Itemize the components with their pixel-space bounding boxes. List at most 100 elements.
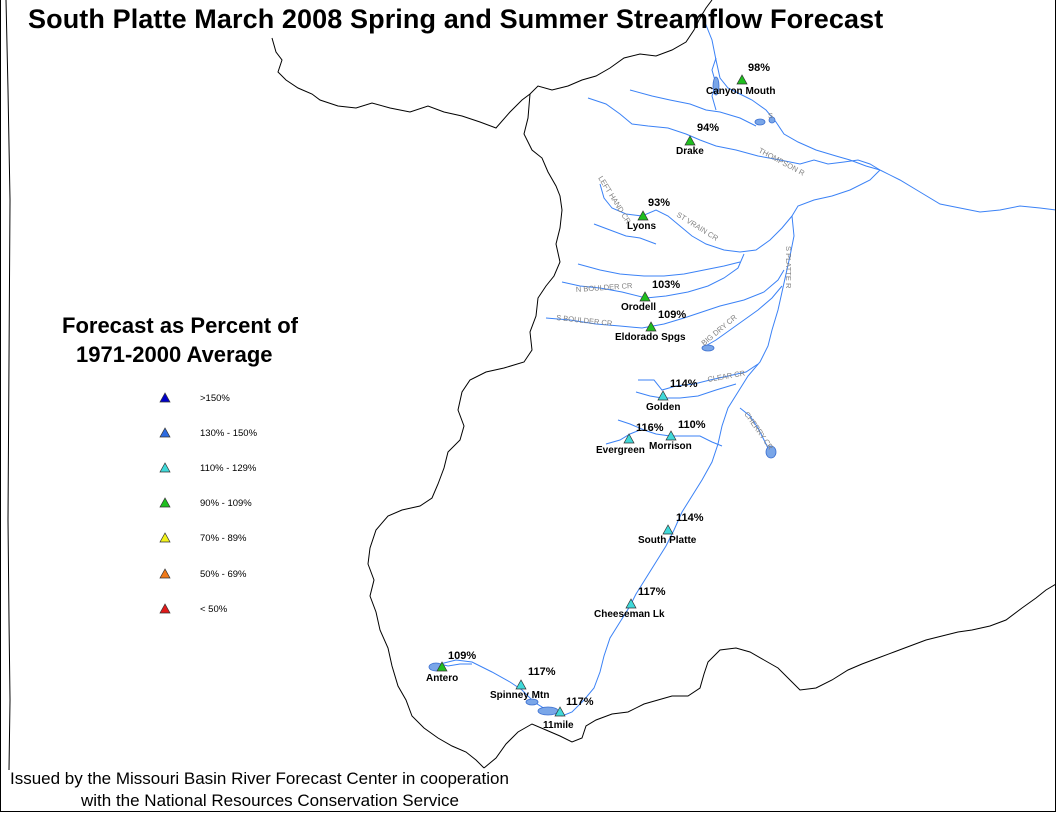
- station-lyons[interactable]: 93% Lyons: [627, 197, 670, 232]
- station-pct-south-platte: 114%: [676, 512, 704, 524]
- station-marker-antero: [436, 661, 448, 672]
- legend-title-line1: Forecast as Percent of: [62, 313, 298, 338]
- station-name-south-platte: South Platte: [638, 535, 697, 546]
- station-golden[interactable]: 114% Golden: [646, 378, 698, 413]
- legend-triangle-icon: [159, 497, 171, 508]
- station-pct-antero: 109%: [448, 650, 476, 662]
- legend-triangle-icon: [159, 603, 171, 614]
- legend-triangle-icon: [159, 532, 171, 543]
- station-canyon-mouth[interactable]: 98% Canyon Mouth: [706, 62, 775, 97]
- reservoir-horsetooth: [712, 76, 720, 96]
- n-boulder-creek: [561, 253, 745, 299]
- issuer-note: Issued by the Missouri Basin River Forec…: [10, 768, 509, 812]
- forecast-stations: 98% Canyon Mouth 94% Drake 93% Lyons 103…: [426, 62, 775, 731]
- station-spinney-mtn[interactable]: 117% Spinney Mtn: [490, 666, 556, 701]
- station-pct-cheeseman-lk: 117%: [638, 586, 666, 598]
- station-name-canyon-mouth: Canyon Mouth: [706, 86, 775, 97]
- s-boulder-creek: [545, 269, 785, 329]
- station-11mile[interactable]: 117% 11mile: [543, 696, 594, 731]
- station-pct-lyons: 93%: [648, 197, 670, 209]
- station-marker-11mile: [554, 706, 566, 717]
- clear-creek: [638, 363, 759, 391]
- legend-label: 50% - 69%: [200, 568, 247, 580]
- legend-triangle-icon: [159, 392, 171, 403]
- cache-la-poudre-river: [703, 19, 881, 171]
- station-marker-spinney-mtn: [515, 679, 527, 690]
- legend-triangle-icon: [159, 462, 171, 473]
- map-title: South Platte March 2008 Spring and Summe…: [28, 4, 884, 34]
- station-marker-golden: [657, 390, 669, 401]
- basin-west-divide: [367, 93, 563, 769]
- thompson-north-fork: [629, 89, 757, 127]
- station-marker-orodell: [639, 291, 651, 302]
- legend-label: 70% - 89%: [200, 532, 247, 544]
- legend-item-130-150: 130% - 150%: [158, 425, 257, 441]
- station-name-orodell: Orodell: [621, 302, 656, 313]
- station-name-cheeseman-lk: Cheeseman Lk: [594, 609, 665, 620]
- station-orodell[interactable]: 103% Orodell: [621, 279, 680, 313]
- legend-title: Forecast as Percent of 1971-2000 Average: [62, 311, 298, 369]
- clear-creek-upper: [635, 383, 737, 399]
- station-name-golden: Golden: [646, 402, 680, 413]
- station-south-platte[interactable]: 114% South Platte: [638, 512, 704, 546]
- station-pct-spinney-mtn: 117%: [528, 666, 556, 678]
- legend-label: 110% - 129%: [200, 462, 257, 474]
- reservoir-elevenmile: [537, 706, 559, 716]
- reservoir-spinney: [525, 698, 539, 706]
- station-eldorado-spgs[interactable]: 109% Eldorado Spgs: [615, 309, 686, 343]
- station-name-spinney-mtn: Spinney Mtn: [490, 690, 549, 701]
- station-marker-lyons: [637, 210, 649, 221]
- station-name-11mile: 11mile: [543, 720, 574, 731]
- legend-triangle-icon: [159, 427, 171, 438]
- reservoir-boyd: [754, 118, 766, 126]
- station-morrison[interactable]: 110% Morrison: [649, 419, 706, 452]
- river-label-n-boulder: N BOULDER CR: [576, 281, 634, 294]
- station-drake[interactable]: 94% Drake: [676, 122, 719, 157]
- station-marker-cheeseman-lk: [625, 598, 637, 609]
- station-marker-south-platte: [662, 524, 674, 535]
- station-pct-drake: 94%: [697, 122, 719, 134]
- station-pct-orodell: 103%: [652, 279, 680, 291]
- north-state-boundary: [271, 0, 713, 129]
- river-label-st-vrain: ST VRAIN CR: [675, 210, 720, 243]
- station-evergreen[interactable]: 116% Evergreen: [596, 422, 664, 456]
- station-antero[interactable]: 109% Antero: [426, 650, 476, 684]
- legend-item-90-109: 90% - 109%: [158, 495, 252, 511]
- legend-item-lt50: < 50%: [158, 601, 227, 617]
- west-edge-boundary: [5, 0, 11, 771]
- station-pct-golden: 114%: [670, 378, 698, 390]
- station-marker-drake: [684, 135, 696, 146]
- legend-label: >150%: [200, 392, 230, 404]
- river-label-s-boulder: S BOULDER CR: [556, 313, 613, 328]
- station-name-antero: Antero: [426, 673, 458, 684]
- legend-item-gt150: >150%: [158, 390, 230, 406]
- station-pct-morrison: 110%: [678, 419, 706, 431]
- river-label-thompson: THOMPSON R: [757, 146, 807, 178]
- station-pct-evergreen: 116%: [636, 422, 664, 434]
- station-name-lyons: Lyons: [627, 221, 657, 232]
- legend-label: 130% - 150%: [200, 427, 258, 439]
- big-dry-creek: [701, 285, 783, 349]
- boundary-lines: [5, 0, 1056, 771]
- reservoir-standley: [701, 344, 715, 352]
- issuer-note-line2: with the National Resources Conservation…: [81, 791, 459, 810]
- station-name-drake: Drake: [676, 146, 704, 157]
- legend-label: 90% - 109%: [200, 497, 252, 509]
- legend-item-70-89: 70% - 89%: [158, 530, 246, 546]
- n-boulder-upper: [577, 261, 741, 277]
- station-name-eldorado-spgs: Eldorado Spgs: [615, 332, 686, 343]
- st-vrain-creek: [599, 183, 793, 253]
- basin-south-divide: [483, 583, 1056, 769]
- station-name-evergreen: Evergreen: [596, 445, 645, 456]
- station-marker-morrison: [665, 430, 677, 441]
- station-marker-eldorado-spgs: [645, 321, 657, 332]
- bear-creek-upper: [605, 429, 641, 445]
- station-cheeseman-lk[interactable]: 117% Cheeseman Lk: [594, 586, 666, 620]
- river-label-clear: CLEAR CR: [707, 368, 746, 384]
- station-name-morrison: Morrison: [649, 441, 692, 452]
- rivers: [429, 19, 1056, 717]
- station-marker-evergreen: [623, 433, 635, 444]
- river-label-cherry: CHERRY CR: [742, 410, 775, 452]
- legend-label: < 50%: [200, 603, 228, 615]
